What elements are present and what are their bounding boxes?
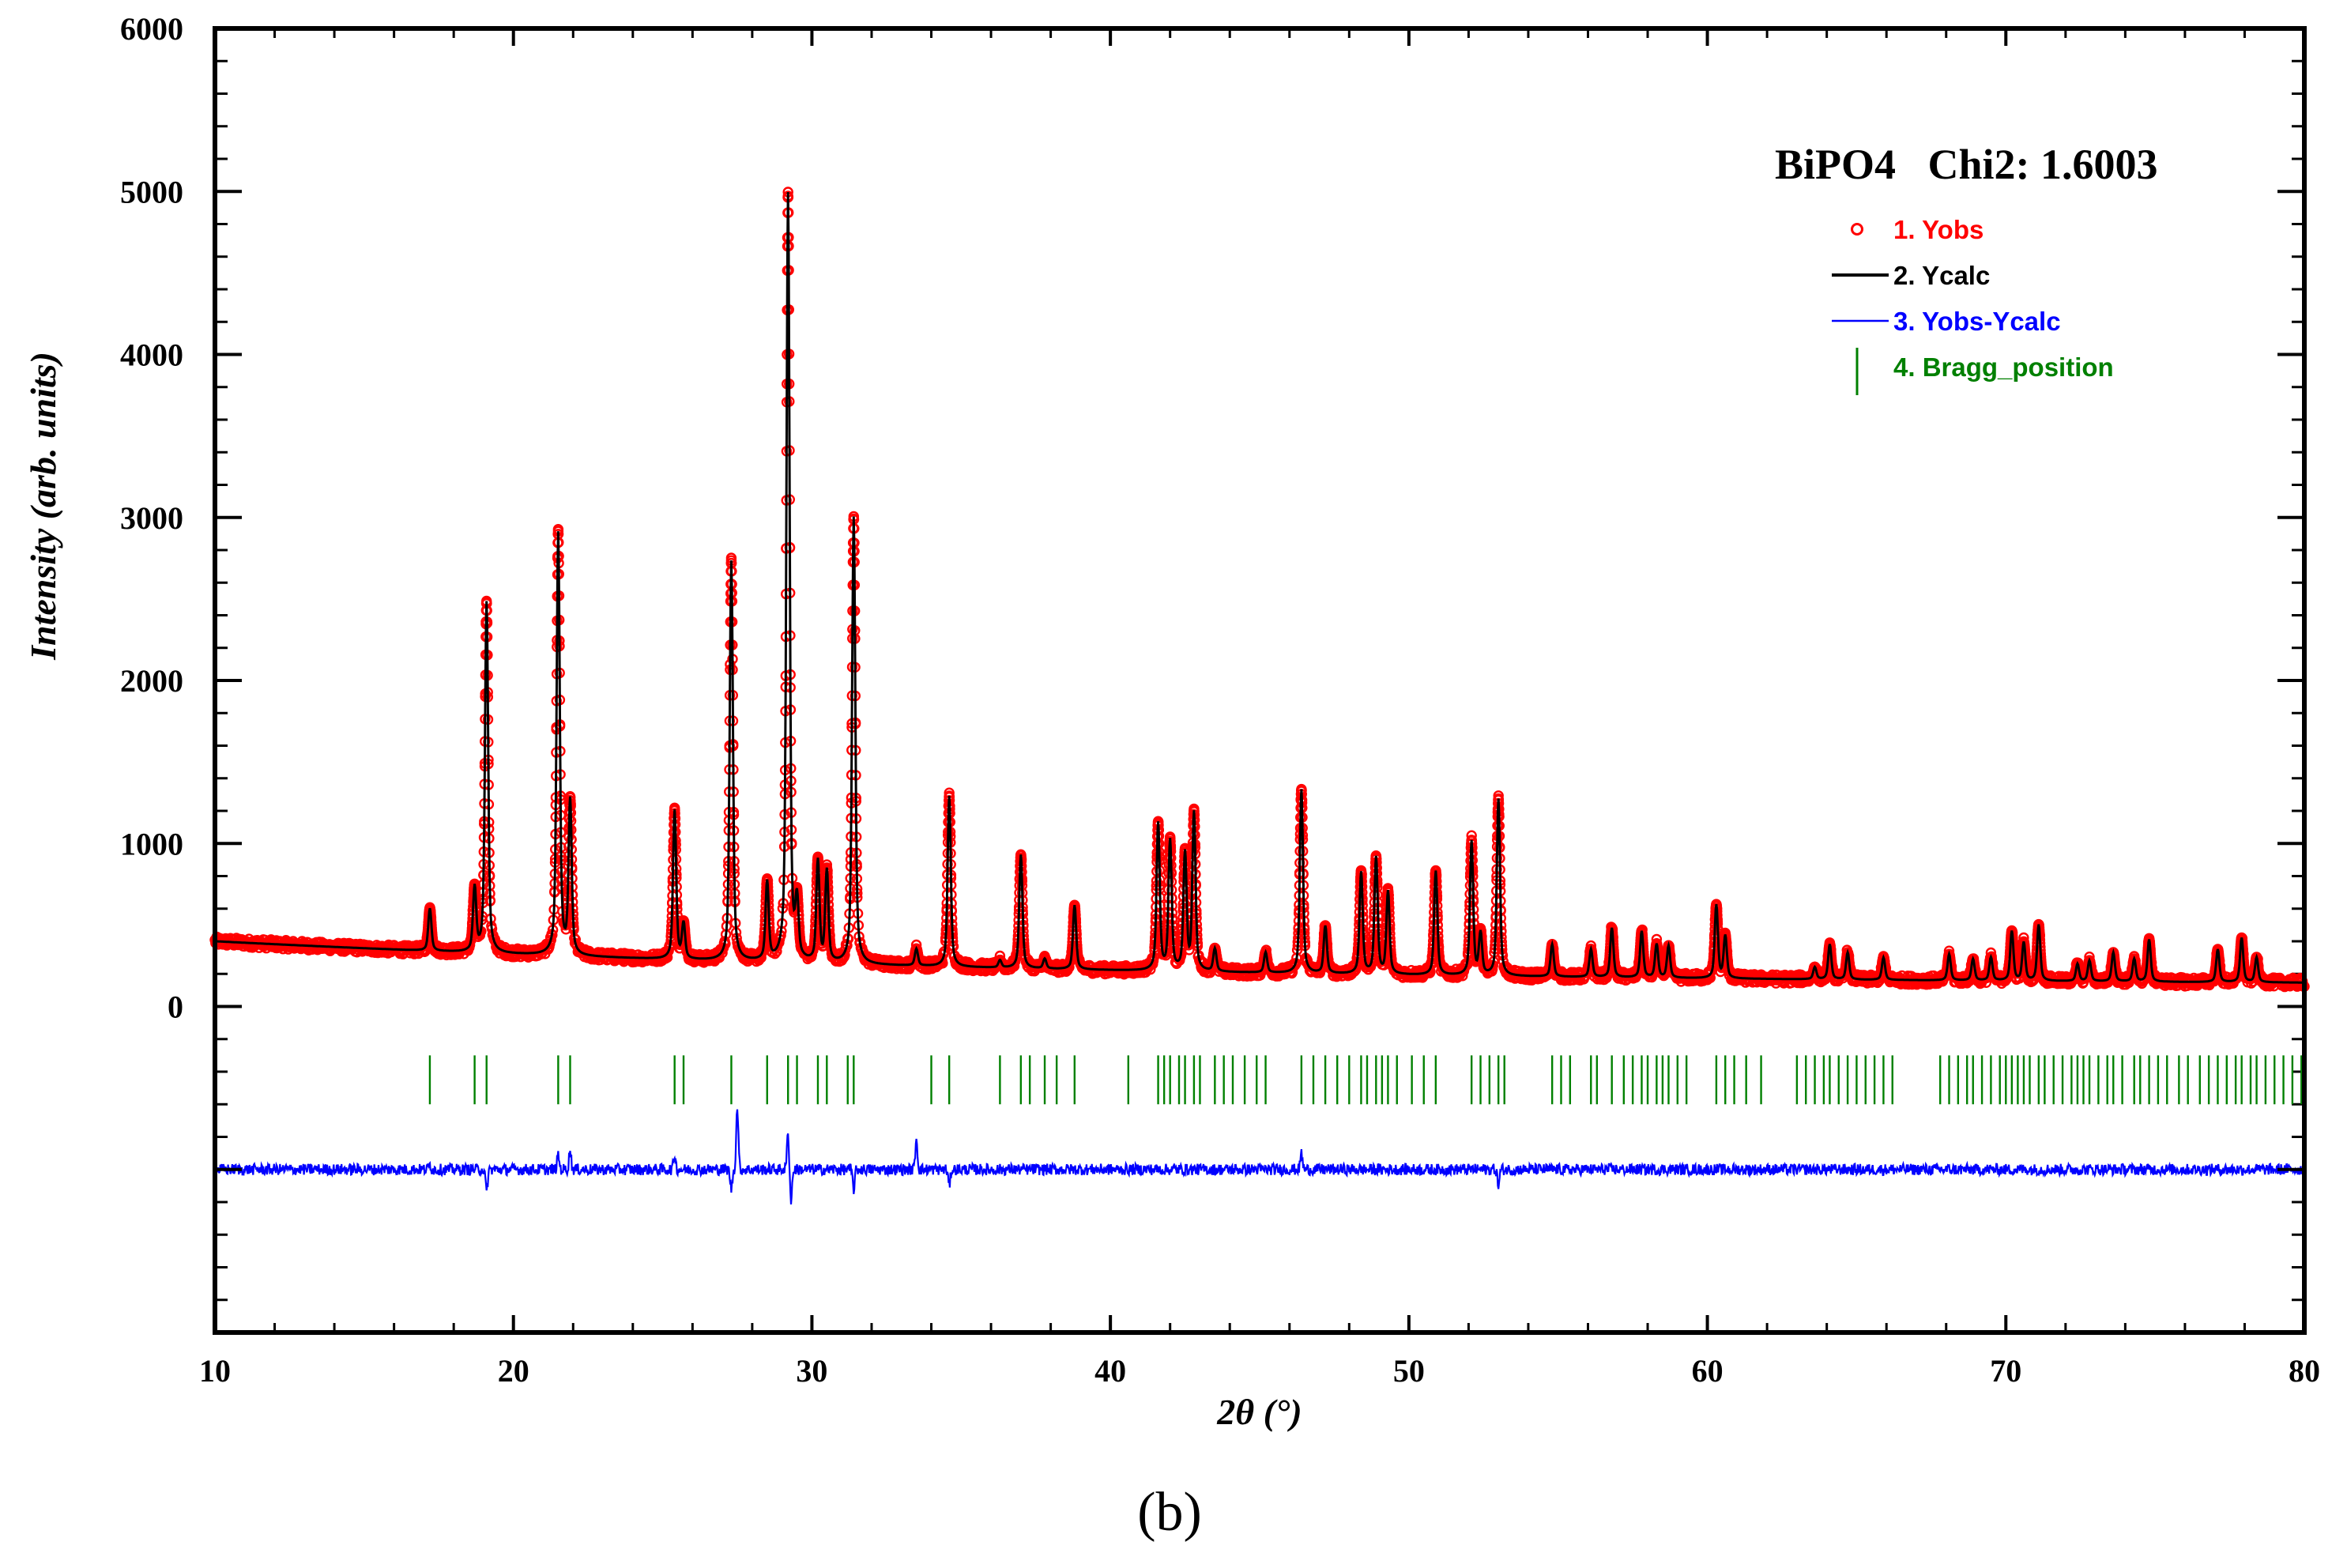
difference-curve	[213, 1109, 2306, 1204]
bragg-markers	[428, 1055, 2303, 1105]
